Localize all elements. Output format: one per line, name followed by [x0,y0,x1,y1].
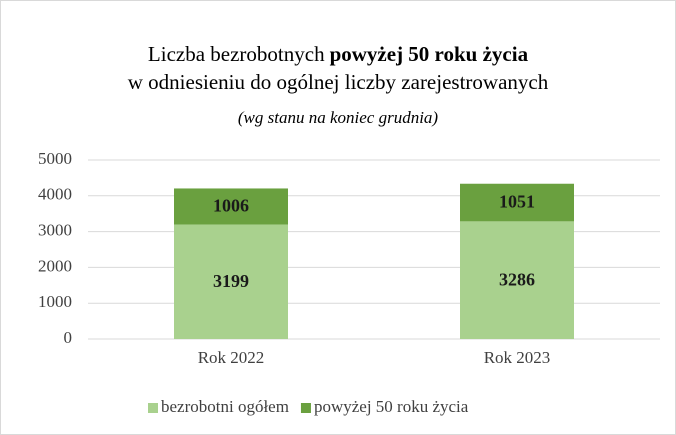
title-part-bold: powyżej 50 roku życia [330,42,529,66]
bar-segment [174,224,288,339]
bar-segment [460,183,574,222]
chart-title-line2: w odniesieniu do ogólnej liczby zarejest… [128,70,549,94]
legend-swatch [300,403,311,413]
data-label: 3286 [499,269,535,289]
bar-segment [174,188,288,225]
title-part: Liczba bezrobotnych [148,42,325,66]
y-tick-label: 2000 [38,256,72,275]
chart-subtitle: (wg stanu na koniec grudnia) [238,108,439,127]
y-tick-label: 1000 [38,292,72,311]
legend-label: powyżej 50 roku życia [314,397,469,416]
data-label: 1006 [213,196,249,216]
y-tick-label: 4000 [38,185,72,204]
x-tick-label: Rok 2022 [198,348,265,367]
legend-label: bezrobotni ogółem [161,397,289,416]
bar-segment [460,221,574,339]
legend-swatch [148,403,158,413]
y-tick-label: 5000 [38,149,72,168]
x-tick-label: Rok 2023 [484,348,551,367]
y-tick-label: 0 [64,328,73,347]
data-label: 3199 [213,271,249,291]
y-tick-label: 3000 [38,221,72,240]
data-label: 1051 [499,192,535,212]
chart-title: Liczba bezrobotnych powyżej 50 roku życia [148,42,529,66]
